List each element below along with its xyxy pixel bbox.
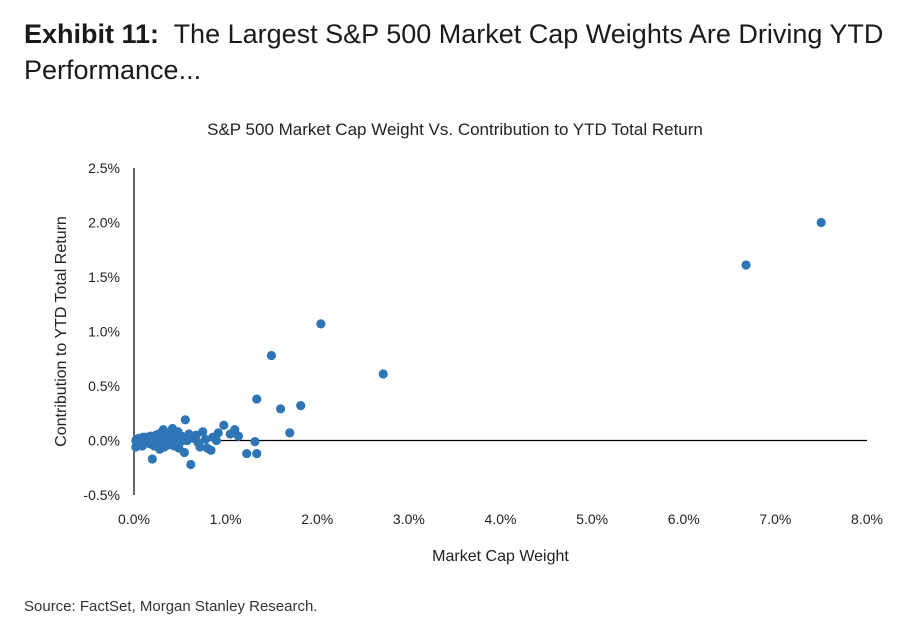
x-tick-label: 1.0%: [210, 511, 242, 527]
data-point: [154, 429, 164, 439]
data-point: [242, 448, 252, 459]
data-point: [252, 394, 262, 404]
exhibit-title: The Largest S&P 500 Market Cap Weights A…: [24, 19, 884, 85]
data-point: [187, 432, 197, 442]
data-point: [133, 433, 144, 443]
data-point: [174, 443, 184, 453]
data-point: [193, 438, 203, 448]
data-point: [816, 217, 826, 228]
x-axis-title: Market Cap Weight: [432, 548, 569, 565]
exhibit-heading: Exhibit 11: The Largest S&P 500 Market C…: [24, 16, 894, 88]
y-tick-label: 1.5%: [88, 269, 120, 285]
x-tick-label: 4.0%: [485, 511, 517, 527]
data-point: [233, 431, 244, 441]
data-point: [170, 431, 180, 441]
data-point: [285, 428, 295, 438]
source-note: Source: FactSet, Morgan Stanley Research…: [24, 598, 318, 615]
y-axis-title: Contribution to YTD Total Return: [53, 216, 70, 447]
data-point: [741, 260, 751, 270]
data-point: [250, 436, 260, 447]
y-tick-label: 2.5%: [88, 160, 120, 176]
data-point: [266, 350, 277, 361]
data-point: [147, 454, 157, 464]
data-point: [378, 369, 388, 379]
y-tick-label: 0.0%: [88, 433, 120, 449]
exhibit-label: Exhibit 11:: [24, 19, 160, 49]
data-point: [186, 459, 196, 470]
y-tick-label: 0.5%: [88, 378, 120, 394]
data-point: [296, 401, 306, 411]
data-point: [219, 420, 229, 430]
y-tick-label: 1.0%: [88, 324, 120, 340]
chart-title: S&P 500 Market Cap Weight Vs. Contributi…: [207, 120, 703, 139]
x-tick-label: 5.0%: [576, 511, 608, 527]
data-point: [177, 435, 188, 446]
data-point: [316, 319, 326, 329]
y-tick-label: 2.0%: [88, 215, 120, 231]
x-tick-label: 8.0%: [851, 511, 883, 527]
data-point: [180, 415, 190, 425]
y-tick-label: -0.5%: [83, 487, 120, 503]
data-point: [159, 442, 169, 452]
x-tick-label: 7.0%: [759, 511, 791, 527]
x-tick-label: 3.0%: [393, 511, 425, 527]
data-point: [202, 443, 212, 453]
data-point: [276, 404, 286, 414]
x-tick-label: 6.0%: [668, 511, 700, 527]
data-point: [200, 434, 211, 445]
data-point: [137, 441, 147, 451]
data-point: [225, 429, 235, 439]
data-point: [211, 435, 222, 446]
x-tick-label: 0.0%: [118, 511, 150, 527]
data-point: [252, 448, 262, 459]
x-tick-label: 2.0%: [301, 511, 333, 527]
